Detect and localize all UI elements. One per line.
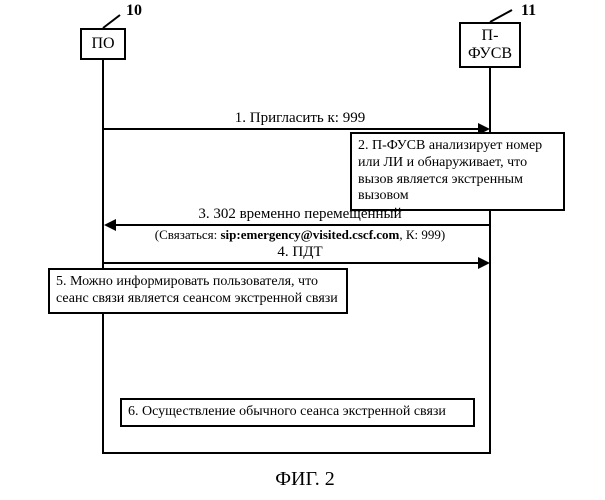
msg4-arrow <box>478 257 490 269</box>
msg3-label: 3. 302 временно перемещенный <box>170 206 430 223</box>
sequence-diagram: 10 ПО 11 П- ФУСВ 1. Пригласить к: 999 2.… <box>0 0 605 500</box>
msg3-sub-pre: (Связаться: <box>155 227 221 242</box>
msg3-sub-post: , К: 999) <box>399 227 445 242</box>
msg4-line <box>104 262 480 264</box>
note5: 5. Можно информировать пользователя, что… <box>48 268 348 314</box>
msg1-label: 1. Пригласить к: 999 <box>210 110 390 127</box>
bottom-bar <box>102 452 491 454</box>
actor-id-left: 10 <box>126 2 142 20</box>
msg3-sub-bold: sip:emergency@visited.cscf.com <box>221 227 400 242</box>
note2: 2. П-ФУСВ анализирует номер или ЛИ и обн… <box>350 132 565 211</box>
msg4-label: 4. ПДТ <box>265 244 335 261</box>
actor-label-left: ПО <box>91 35 114 53</box>
note5-text: 5. Можно информировать пользователя, что… <box>56 274 338 306</box>
actor-label-right: П- ФУСВ <box>468 27 512 62</box>
msg3-line <box>114 224 490 226</box>
actor-id-right: 11 <box>521 2 536 20</box>
msg1-line <box>104 128 480 130</box>
note2-text: 2. П-ФУСВ анализирует номер или ЛИ и обн… <box>358 138 542 203</box>
actor-box-left: ПО <box>80 28 126 60</box>
lifeline-left <box>102 60 104 452</box>
actor-box-right: П- ФУСВ <box>459 22 521 68</box>
note6-text: 6. Осуществление обычного сеанса экстрен… <box>128 404 446 419</box>
msg3-sub: (Связаться: sip:emergency@visited.cscf.c… <box>110 227 490 243</box>
note6: 6. Осуществление обычного сеанса экстрен… <box>120 398 475 427</box>
figure-caption: ФИГ. 2 <box>250 468 360 491</box>
